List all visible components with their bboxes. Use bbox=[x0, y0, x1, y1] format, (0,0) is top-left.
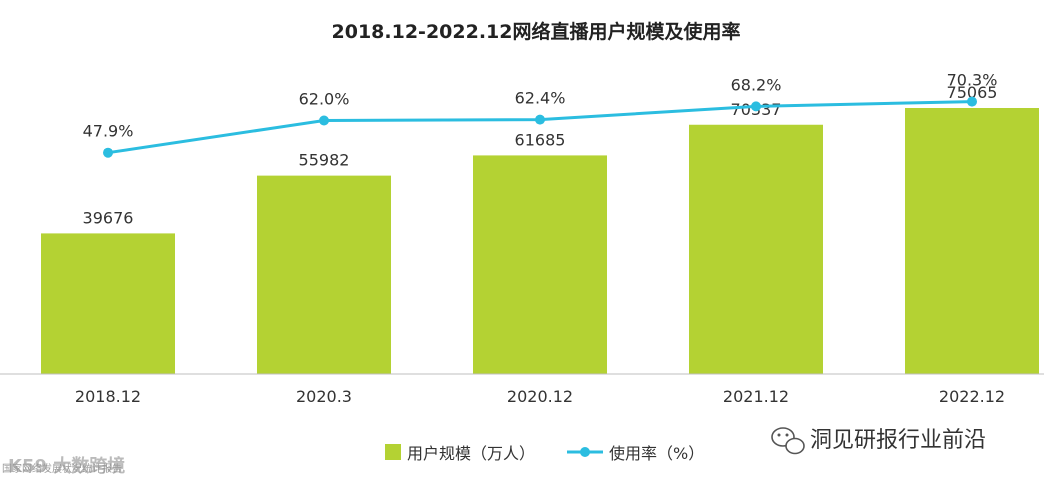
bar-2018.12 bbox=[41, 233, 175, 374]
legend-line-marker bbox=[580, 447, 590, 457]
line-point bbox=[967, 96, 977, 107]
legend: 用户规模（万人） 使用率（%） bbox=[385, 444, 704, 463]
line-point bbox=[751, 101, 761, 112]
line-value-label: 62.4% bbox=[515, 89, 566, 108]
bars-layer: 3967655982616857033775065 bbox=[41, 83, 1039, 374]
x-tick-label: 2020.12 bbox=[507, 387, 573, 406]
line-value-label: 47.9% bbox=[83, 122, 134, 141]
wechat-icon bbox=[771, 427, 805, 455]
source-note: 国家网络发展状况统计报告 bbox=[2, 462, 122, 475]
x-tick-label: 2018.12 bbox=[75, 387, 141, 406]
bar-value-label: 39676 bbox=[83, 208, 134, 227]
bar-2022.12 bbox=[905, 108, 1039, 374]
line-point bbox=[319, 115, 329, 126]
line-layer: 47.9% 62.0% 62.4% 68.2% 70.3% bbox=[83, 71, 998, 158]
line-point bbox=[535, 114, 545, 125]
bar-2021.12 bbox=[689, 124, 823, 374]
bar-2020.3 bbox=[257, 175, 391, 374]
line-value-label: 68.2% bbox=[731, 75, 782, 94]
legend-bar-label: 用户规模（万人） bbox=[407, 444, 535, 463]
bar-value-label: 55982 bbox=[299, 151, 350, 170]
legend-bar-swatch bbox=[385, 444, 401, 460]
watermark: 洞见研报行业前沿 bbox=[771, 427, 986, 455]
chart-title: 2018.12-2022.12网络直播用户规模及使用率 bbox=[332, 20, 741, 43]
bar-2020.12 bbox=[473, 155, 607, 374]
line-point bbox=[103, 147, 113, 158]
source-logo: K59 大数跨境 bbox=[8, 455, 125, 477]
legend-line-label: 使用率（%） bbox=[609, 444, 704, 463]
x-tick-label: 2020.3 bbox=[296, 387, 352, 406]
watermark-text: 洞见研报行业前沿 bbox=[810, 428, 986, 453]
bar-value-label: 75065 bbox=[947, 83, 998, 102]
line-value-label: 70.3% bbox=[947, 71, 998, 90]
line-value-label: 62.0% bbox=[299, 90, 350, 109]
x-tick-label: 2022.12 bbox=[939, 387, 1005, 406]
x-tick-label: 2021.12 bbox=[723, 387, 789, 406]
category-labels: 2018.12 2020.3 2020.12 2021.12 2022.12 bbox=[75, 387, 1005, 406]
bar-value-label: 61685 bbox=[515, 130, 566, 149]
